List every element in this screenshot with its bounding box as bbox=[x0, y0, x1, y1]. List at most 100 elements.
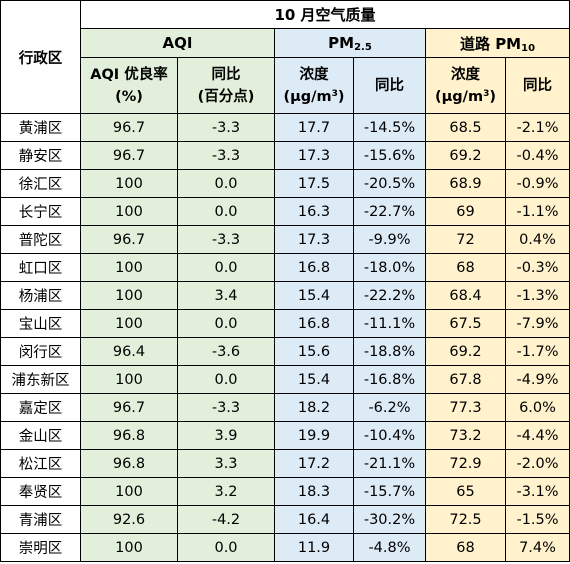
pm10-yoy-cell: -0.9% bbox=[504, 169, 570, 198]
region-name: 松江区 bbox=[0, 449, 81, 478]
aqi-yoy-cell: -4.2 bbox=[177, 505, 275, 534]
aqi-rate-cell: 96.7 bbox=[80, 393, 178, 422]
pm25-yoy-cell: -15.6% bbox=[353, 141, 426, 170]
aqi-rate-header: AQI 优良率 (%) bbox=[80, 57, 178, 114]
region-name: 嘉定区 bbox=[0, 393, 81, 422]
pm25-concentration-cell: 17.7 bbox=[274, 113, 354, 142]
table-row: 闵行区 96.4 -3.6 15.6 -18.8% 69.2 -1.7% bbox=[0, 337, 570, 366]
pm10-concentration-cell: 72.9 bbox=[425, 449, 506, 478]
aqi-yoy-cell: -3.3 bbox=[177, 113, 275, 142]
aqi-rate-cell: 96.7 bbox=[80, 113, 178, 142]
pm10-concentration-cell: 69 bbox=[425, 197, 506, 226]
pm25-concentration-cell: 17.5 bbox=[274, 169, 354, 198]
aqi-rate-cell: 96.7 bbox=[80, 225, 178, 254]
pm10-concentration-cell: 67.5 bbox=[425, 309, 506, 338]
region-name: 宝山区 bbox=[0, 309, 81, 338]
pm25-concentration-cell: 18.3 bbox=[274, 477, 354, 506]
pm10-yoy-cell: -0.4% bbox=[504, 141, 570, 170]
aqi-yoy-cell: -3.3 bbox=[177, 141, 275, 170]
table-row: 松江区 96.8 3.3 17.2 -21.1% 72.9 -2.0% bbox=[0, 449, 570, 478]
aqi-rate-cell: 96.4 bbox=[80, 337, 178, 366]
table-row: 金山区 96.8 3.9 19.9 -10.4% 73.2 -4.4% bbox=[0, 421, 570, 450]
pm10-yoy-header: 同比 bbox=[504, 57, 570, 114]
region-name: 长宁区 bbox=[0, 197, 81, 226]
aqi-yoy-cell: 0.0 bbox=[177, 197, 275, 226]
region-name: 青浦区 bbox=[0, 505, 81, 534]
pm25-concentration-header: 浓度 (μg/m3) bbox=[274, 57, 354, 114]
aqi-rate-cell: 100 bbox=[80, 533, 178, 562]
region-name: 闵行区 bbox=[0, 337, 81, 366]
table-row: 徐汇区 100 0.0 17.5 -20.5% 68.9 -0.9% bbox=[0, 169, 570, 198]
pm10-yoy-cell: -2.1% bbox=[504, 113, 570, 142]
pm10-yoy-cell: 6.0% bbox=[504, 393, 570, 422]
aqi-rate-cell: 100 bbox=[80, 365, 178, 394]
pm25-yoy-cell: -21.1% bbox=[353, 449, 426, 478]
pm10-concentration-cell: 68 bbox=[425, 533, 506, 562]
pm10-concentration-header: 浓度 (μg/m3) bbox=[425, 57, 506, 114]
table-row: 浦东新区 100 0.0 15.4 -16.8% 67.8 -4.9% bbox=[0, 365, 570, 394]
pm10-concentration-cell: 77.3 bbox=[425, 393, 506, 422]
pm10-yoy-cell: -7.9% bbox=[504, 309, 570, 338]
pm10-concentration-cell: 68.5 bbox=[425, 113, 506, 142]
table-row: 杨浦区 100 3.4 15.4 -22.2% 68.4 -1.3% bbox=[0, 281, 570, 310]
table-row: 静安区 96.7 -3.3 17.3 -15.6% 69.2 -0.4% bbox=[0, 141, 570, 170]
pm10-yoy-cell: -3.1% bbox=[504, 477, 570, 506]
region-name: 奉贤区 bbox=[0, 477, 81, 506]
pm25-yoy-cell: -15.7% bbox=[353, 477, 426, 506]
pm25-yoy-cell: -6.2% bbox=[353, 393, 426, 422]
pm10-concentration-cell: 68.4 bbox=[425, 281, 506, 310]
aqi-yoy-cell: 0.0 bbox=[177, 533, 275, 562]
table-row: 虹口区 100 0.0 16.8 -18.0% 68 -0.3% bbox=[0, 253, 570, 282]
aqi-yoy-cell: 3.3 bbox=[177, 449, 275, 478]
pm25-concentration-cell: 17.3 bbox=[274, 225, 354, 254]
aqi-yoy-cell: 3.9 bbox=[177, 421, 275, 450]
pm25-concentration-cell: 17.2 bbox=[274, 449, 354, 478]
table-row: 崇明区 100 0.0 11.9 -4.8% 68 7.4% bbox=[0, 533, 570, 562]
aqi-yoy-cell: 0.0 bbox=[177, 309, 275, 338]
region-name: 普陀区 bbox=[0, 225, 81, 254]
pm25-group-header: PM2.5 bbox=[274, 28, 426, 58]
aqi-yoy-cell: 0.0 bbox=[177, 365, 275, 394]
pm25-concentration-cell: 16.8 bbox=[274, 309, 354, 338]
region-name: 崇明区 bbox=[0, 533, 81, 562]
aqi-yoy-cell: 0.0 bbox=[177, 169, 275, 198]
table-row: 普陀区 96.7 -3.3 17.3 -9.9% 72 0.4% bbox=[0, 225, 570, 254]
pm10-concentration-cell: 68 bbox=[425, 253, 506, 282]
pm25-yoy-cell: -22.7% bbox=[353, 197, 426, 226]
aqi-yoy-cell: 3.2 bbox=[177, 477, 275, 506]
aqi-rate-cell: 100 bbox=[80, 281, 178, 310]
aqi-rate-cell: 96.8 bbox=[80, 449, 178, 478]
pm10-concentration-cell: 73.2 bbox=[425, 421, 506, 450]
table-row: 嘉定区 96.7 -3.3 18.2 -6.2% 77.3 6.0% bbox=[0, 393, 570, 422]
region-name: 虹口区 bbox=[0, 253, 81, 282]
pm25-concentration-cell: 11.9 bbox=[274, 533, 354, 562]
region-name: 黄浦区 bbox=[0, 113, 81, 142]
aqi-rate-cell: 100 bbox=[80, 309, 178, 338]
aqi-rate-cell: 100 bbox=[80, 253, 178, 282]
pm25-yoy-cell: -9.9% bbox=[353, 225, 426, 254]
pm10-concentration-cell: 72 bbox=[425, 225, 506, 254]
pm25-yoy-cell: -4.8% bbox=[353, 533, 426, 562]
pm25-yoy-cell: -14.5% bbox=[353, 113, 426, 142]
region-name: 金山区 bbox=[0, 421, 81, 450]
pm25-yoy-cell: -16.8% bbox=[353, 365, 426, 394]
pm10-yoy-cell: -1.1% bbox=[504, 197, 570, 226]
pm10-yoy-cell: -2.0% bbox=[504, 449, 570, 478]
pm25-yoy-cell: -18.0% bbox=[353, 253, 426, 282]
pm10-yoy-cell: 0.4% bbox=[504, 225, 570, 254]
pm10-concentration-cell: 68.9 bbox=[425, 169, 506, 198]
pm10-concentration-cell: 69.2 bbox=[425, 141, 506, 170]
pm25-yoy-cell: -11.1% bbox=[353, 309, 426, 338]
pm10-yoy-cell: 7.4% bbox=[504, 533, 570, 562]
aqi-yoy-cell: 3.4 bbox=[177, 281, 275, 310]
pm10-yoy-cell: -0.3% bbox=[504, 253, 570, 282]
aqi-rate-cell: 100 bbox=[80, 477, 178, 506]
aqi-yoy-cell: -3.6 bbox=[177, 337, 275, 366]
table-body: 黄浦区 96.7 -3.3 17.7 -14.5% 68.5 -2.1% 静安区 96.7 -3.… bbox=[0, 113, 570, 562]
pm10-yoy-cell: -1.5% bbox=[504, 505, 570, 534]
pm25-concentration-cell: 16.3 bbox=[274, 197, 354, 226]
aqi-rate-cell: 96.7 bbox=[80, 141, 178, 170]
pm25-concentration-cell: 19.9 bbox=[274, 421, 354, 450]
pm10-concentration-cell: 69.2 bbox=[425, 337, 506, 366]
